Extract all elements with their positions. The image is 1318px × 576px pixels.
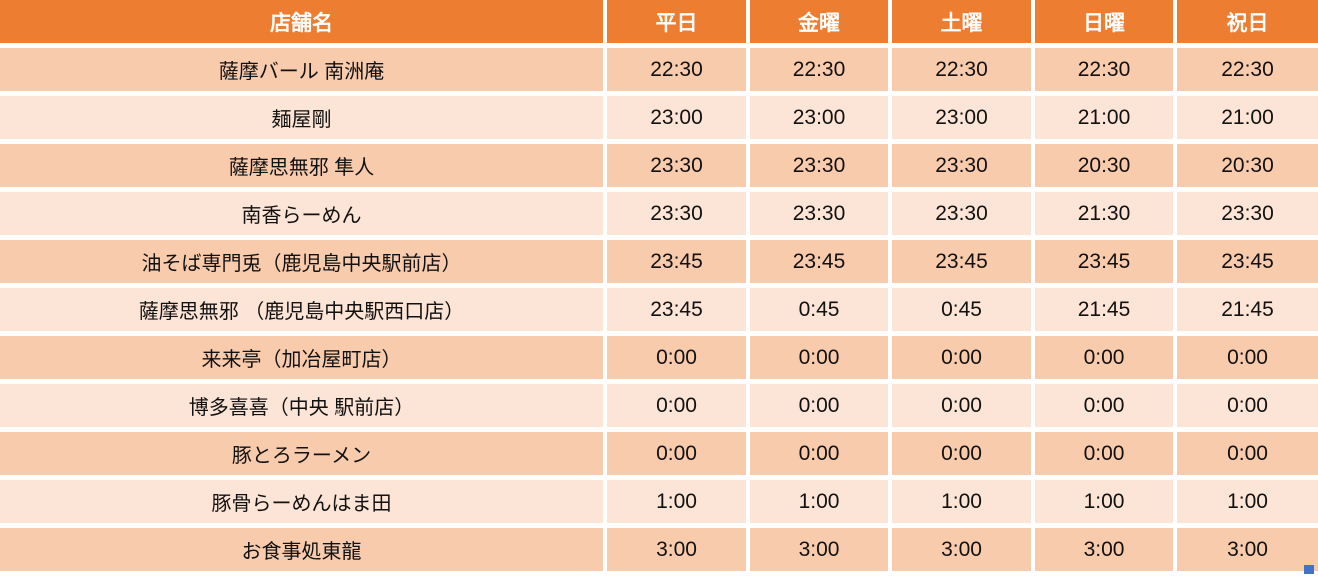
closing-time-cell-friday[interactable]: 0:45: [748, 285, 892, 336]
shop-name-cell[interactable]: 豚とろラーメン: [0, 429, 607, 480]
column-header-saturday[interactable]: 土曜: [890, 0, 1035, 48]
table-row: 南香らーめん 23:30 23:30 23:30 21:30 23:30: [0, 189, 1318, 240]
closing-time-cell-saturday[interactable]: 0:00: [890, 381, 1035, 432]
closing-time-cell-sunday[interactable]: 23:45: [1033, 237, 1177, 288]
table-body: 薩摩バール 南洲庵 22:30 22:30 22:30 22:30 22:30 麺屋剛 23:…: [0, 45, 1318, 576]
closing-time-cell-sunday[interactable]: 0:00: [1033, 333, 1177, 384]
closing-time-cell-saturday[interactable]: 0:00: [890, 429, 1035, 480]
closing-time-cell-friday[interactable]: 23:00: [748, 93, 892, 144]
closing-time-cell-holiday[interactable]: 0:00: [1175, 381, 1318, 432]
closing-time-cell-holiday[interactable]: 3:00: [1175, 525, 1318, 576]
table-row: 油そば専門兎（鹿児島中央駅前店） 23:45 23:45 23:45 23:45 23:4…: [0, 237, 1318, 288]
closing-time-cell-holiday[interactable]: 20:30: [1175, 141, 1318, 192]
closing-time-cell-weekday[interactable]: 23:30: [605, 189, 750, 240]
closing-time-cell-weekday[interactable]: 23:00: [605, 93, 750, 144]
shop-name-cell[interactable]: 薩摩思無邪 （鹿児島中央駅西口店）: [0, 285, 607, 336]
shop-name-cell[interactable]: 南香らーめん: [0, 189, 607, 240]
shop-name-cell[interactable]: 博多喜喜（中央 駅前店）: [0, 381, 607, 432]
closing-time-cell-saturday[interactable]: 0:00: [890, 333, 1035, 384]
closing-time-cell-weekday[interactable]: 0:00: [605, 333, 750, 384]
table-row: 豚とろラーメン 0:00 0:00 0:00 0:00 0:00: [0, 429, 1318, 480]
closing-time-cell-saturday[interactable]: 23:30: [890, 141, 1035, 192]
table-row: 薩摩思無邪 隼人 23:30 23:30 23:30 20:30 20:30: [0, 141, 1318, 192]
closing-time-cell-friday[interactable]: 23:45: [748, 237, 892, 288]
closing-time-cell-friday[interactable]: 3:00: [748, 525, 892, 576]
closing-time-cell-holiday[interactable]: 21:45: [1175, 285, 1318, 336]
closing-time-cell-sunday[interactable]: 21:45: [1033, 285, 1177, 336]
closing-time-cell-weekday[interactable]: 23:45: [605, 237, 750, 288]
closing-time-cell-saturday[interactable]: 0:45: [890, 285, 1035, 336]
selection-resize-handle[interactable]: [1304, 565, 1314, 574]
closing-time-cell-friday[interactable]: 22:30: [748, 45, 892, 96]
shop-name-cell[interactable]: 来来亭（加冶屋町店）: [0, 333, 607, 384]
closing-time-cell-sunday[interactable]: 20:30: [1033, 141, 1177, 192]
closing-time-cell-holiday[interactable]: 21:00: [1175, 93, 1318, 144]
closing-time-cell-friday[interactable]: 23:30: [748, 141, 892, 192]
table-row: 来来亭（加冶屋町店） 0:00 0:00 0:00 0:00 0:00: [0, 333, 1318, 384]
closing-time-cell-saturday[interactable]: 1:00: [890, 477, 1035, 528]
table-row: 博多喜喜（中央 駅前店） 0:00 0:00 0:00 0:00 0:00: [0, 381, 1318, 432]
closing-time-cell-weekday[interactable]: 23:45: [605, 285, 750, 336]
closing-time-cell-friday[interactable]: 23:30: [748, 189, 892, 240]
closing-time-cell-holiday[interactable]: 23:30: [1175, 189, 1318, 240]
closing-time-cell-friday[interactable]: 1:00: [748, 477, 892, 528]
closing-time-cell-weekday[interactable]: 0:00: [605, 381, 750, 432]
closing-time-cell-weekday[interactable]: 23:30: [605, 141, 750, 192]
table-row: 薩摩バール 南洲庵 22:30 22:30 22:30 22:30 22:30: [0, 45, 1318, 96]
table-row: 麺屋剛 23:00 23:00 23:00 21:00 21:00: [0, 93, 1318, 144]
shop-name-cell[interactable]: 豚骨らーめんはま田: [0, 477, 607, 528]
column-header-sunday[interactable]: 日曜: [1033, 0, 1177, 48]
closing-time-cell-friday[interactable]: 0:00: [748, 429, 892, 480]
closing-time-cell-saturday[interactable]: 23:00: [890, 93, 1035, 144]
closing-time-cell-holiday[interactable]: 22:30: [1175, 45, 1318, 96]
table-row: 豚骨らーめんはま田 1:00 1:00 1:00 1:00 1:00: [0, 477, 1318, 528]
closing-time-cell-sunday[interactable]: 0:00: [1033, 429, 1177, 480]
shop-name-cell[interactable]: 油そば専門兎（鹿児島中央駅前店）: [0, 237, 607, 288]
closing-time-cell-holiday[interactable]: 0:00: [1175, 333, 1318, 384]
shop-name-cell[interactable]: お食事処東龍: [0, 525, 607, 576]
shop-name-cell[interactable]: 麺屋剛: [0, 93, 607, 144]
closing-time-cell-friday[interactable]: 0:00: [748, 333, 892, 384]
column-header-weekday[interactable]: 平日: [605, 0, 750, 48]
closing-time-cell-sunday[interactable]: 22:30: [1033, 45, 1177, 96]
shop-name-cell[interactable]: 薩摩バール 南洲庵: [0, 45, 607, 96]
closing-time-cell-friday[interactable]: 0:00: [748, 381, 892, 432]
closing-time-cell-sunday[interactable]: 21:00: [1033, 93, 1177, 144]
table-row: 薩摩思無邪 （鹿児島中央駅西口店） 23:45 0:45 0:45 21:45 21:45: [0, 285, 1318, 336]
closing-time-cell-saturday[interactable]: 23:45: [890, 237, 1035, 288]
shop-name-cell[interactable]: 薩摩思無邪 隼人: [0, 141, 607, 192]
closing-time-cell-weekday[interactable]: 0:00: [605, 429, 750, 480]
column-header-friday[interactable]: 金曜: [748, 0, 892, 48]
column-header-shop-name[interactable]: 店舗名: [0, 0, 607, 48]
closing-time-cell-weekday[interactable]: 3:00: [605, 525, 750, 576]
closing-time-cell-saturday[interactable]: 23:30: [890, 189, 1035, 240]
closing-time-cell-weekday[interactable]: 22:30: [605, 45, 750, 96]
closing-time-cell-sunday[interactable]: 3:00: [1033, 525, 1177, 576]
closing-time-cell-holiday[interactable]: 1:00: [1175, 477, 1318, 528]
closing-time-cell-sunday[interactable]: 0:00: [1033, 381, 1177, 432]
column-header-holiday[interactable]: 祝日: [1175, 0, 1318, 48]
closing-time-cell-holiday[interactable]: 23:45: [1175, 237, 1318, 288]
closing-time-cell-sunday[interactable]: 1:00: [1033, 477, 1177, 528]
closing-time-cell-saturday[interactable]: 22:30: [890, 45, 1035, 96]
closing-time-cell-holiday[interactable]: 0:00: [1175, 429, 1318, 480]
table-row: お食事処東龍 3:00 3:00 3:00 3:00 3:00: [0, 525, 1318, 576]
header-row: 店舗名 平日 金曜 土曜 日曜 祝日: [0, 0, 1318, 48]
closing-time-cell-sunday[interactable]: 21:30: [1033, 189, 1177, 240]
closing-time-cell-weekday[interactable]: 1:00: [605, 477, 750, 528]
closing-time-cell-saturday[interactable]: 3:00: [890, 525, 1035, 576]
